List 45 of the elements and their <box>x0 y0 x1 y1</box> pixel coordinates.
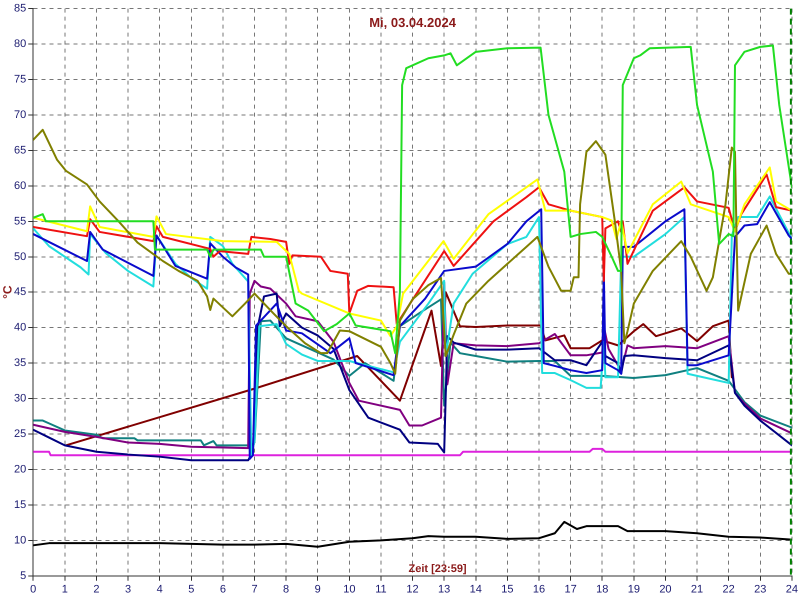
y-tick-label: 10 <box>14 534 26 546</box>
text: Mi, 03.04.2024 <box>369 15 457 30</box>
y-tick-label: 65 <box>14 144 26 156</box>
x-axis-title: Zeit [23:59] <box>408 562 467 575</box>
x-tick-label: 20 <box>659 583 672 596</box>
x-tick-label: 15 <box>501 583 514 596</box>
x-tick-label: 5 <box>188 583 194 596</box>
y-tick-label: 40 <box>14 322 26 334</box>
x-tick-label: 4 <box>156 583 163 596</box>
x-tick-label: 16 <box>532 583 546 596</box>
x-tick-label: 18 <box>596 583 608 596</box>
y-tick-label: 35 <box>14 357 26 370</box>
y-tick-label: 30 <box>14 392 26 405</box>
y-tick-label: 50 <box>14 250 26 263</box>
y-tick-label: 25 <box>14 428 26 440</box>
y-tick-label: 70 <box>14 108 26 121</box>
y-tick-label: 60 <box>14 180 26 192</box>
x-tick-label: 17 <box>564 583 577 596</box>
x-tick-label: 1 <box>62 583 68 596</box>
y-tick-label: 75 <box>14 74 26 86</box>
x-tick-label: 13 <box>438 583 450 596</box>
x-tick-label: 11 <box>375 583 387 596</box>
x-tick-label: 14 <box>470 583 482 596</box>
y-tick-label: 80 <box>14 38 26 50</box>
y-axis-title: °C <box>0 285 14 299</box>
x-tick-label: 19 <box>628 583 640 596</box>
y-tick-label: 20 <box>14 463 26 476</box>
x-tick-label: 8 <box>283 583 290 596</box>
x-tick-label: 22 <box>722 583 735 596</box>
x-tick-label: 2 <box>93 583 100 596</box>
x-tick-label: 24 <box>786 583 798 596</box>
y-tick-label: 15 <box>14 498 26 511</box>
x-tick-label: 7 <box>251 583 258 596</box>
x-tick-label: 10 <box>343 583 356 596</box>
x-tick-label: 6 <box>220 583 226 596</box>
x-tick-label: 0 <box>30 583 36 596</box>
x-tick-label: 12 <box>406 583 419 596</box>
y-tick-label: 85 <box>14 2 26 15</box>
y-tick-label: 5 <box>20 570 26 582</box>
y-tick-label: 55 <box>14 215 26 228</box>
x-tick-label: 23 <box>754 583 766 596</box>
x-tick-label: 21 <box>690 583 704 596</box>
x-tick-label: 9 <box>314 583 321 596</box>
y-tick-label: 45 <box>14 286 26 298</box>
x-tick-label: 3 <box>125 583 132 596</box>
